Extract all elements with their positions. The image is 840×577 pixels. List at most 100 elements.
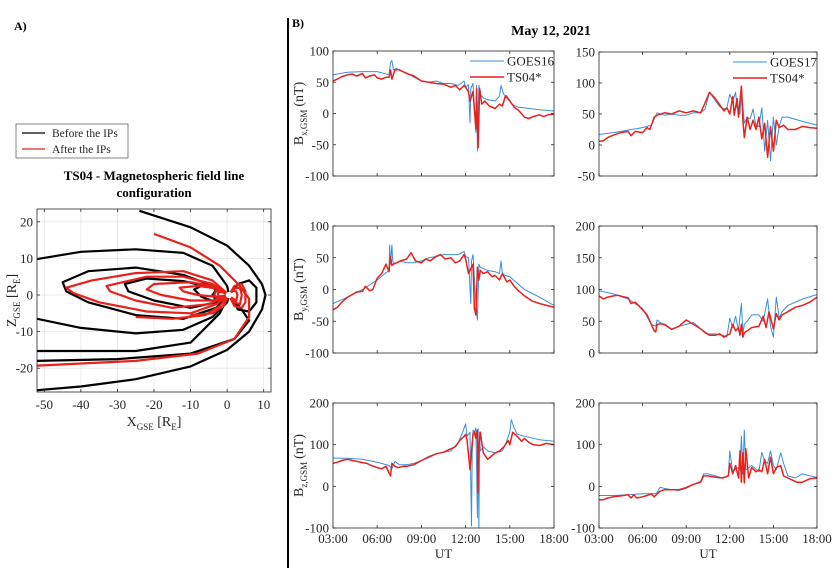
y-axis-label-part: Z [5,319,20,328]
y-tick-label: 10 [20,251,33,266]
x-tick-label: 12:00 [715,531,745,546]
y-tick-label: 50 [582,107,595,122]
series-layer [333,419,554,528]
y-tick-label: -50 [312,137,329,152]
x-axis-label-part: ] [177,415,182,430]
x-tick-label: 09:00 [407,531,437,546]
y-tick-label: 50 [582,314,595,329]
x-axis-label: XGSE [RE] [127,415,182,432]
y-axis-label: By,GSM (nT) [292,258,309,321]
y-axis-label-part: [R [5,283,20,301]
x-tick-label: 15:00 [495,531,525,546]
x-tick-label: 06:00 [362,531,392,546]
y-tick-label: 200 [576,219,596,234]
panel-b-label: B) [292,16,304,30]
x-tick-label: 03:00 [584,531,614,546]
axes-frame [598,402,818,529]
y-tick-label: 0 [323,106,330,121]
y-tick-label: -100 [305,521,329,536]
x-tick-label: 12:00 [451,531,481,546]
y-tick-label: 100 [310,44,330,59]
x-axis-label: UT [699,546,716,561]
plot-area [599,226,817,353]
x-tick-label: -50 [36,397,53,412]
y-axis-label-part: E [12,278,22,284]
series-layer [599,85,817,161]
y-tick-label: 150 [576,45,596,60]
chart-by-goes17: 200 150 100 50 0 [576,219,818,361]
field-line-after [228,286,243,306]
legend-box [15,123,129,159]
x-tick-label: -20 [145,397,162,412]
panel-a-title-line2: configuration [116,185,192,200]
y-axis-label-unit: (nT) [292,81,307,106]
y-tick-label: -100 [571,521,595,536]
series-goes-line [599,87,817,161]
series-layer [599,429,817,501]
earth-marker [225,291,233,299]
y-tick-label: -10 [16,324,33,339]
series-layer [333,244,554,321]
y-tick-label: 0 [323,479,330,494]
field-line-after [228,289,239,302]
y-axis-label: Bz,GSM (nT) [292,434,309,497]
series-ts04-line [599,448,817,501]
y-axis-label-unit: (nT) [292,434,307,459]
panel-a-label: A) [14,19,27,33]
series-ts04-line [599,294,817,338]
x-tick-label: 15:00 [759,531,789,546]
y-axis-label-unit: (nT) [292,258,307,283]
y-axis-label-sub: z,GSM [299,462,309,488]
y-tick-label: 0 [323,282,330,297]
field-line-after [190,294,230,317]
y-tick-label: 0 [589,138,596,153]
y-axis-label: Bx,GSM (nT) [292,81,309,145]
x-tick-label: -40 [72,397,89,412]
y-tick-label: 200 [310,396,330,411]
field-line-after [228,282,247,309]
x-tick-label: 03:00 [318,531,348,546]
y-tick-label: 0 [27,288,34,303]
y-tick-label: 100 [576,282,596,297]
y-tick-label: 150 [576,250,596,265]
legend-label: GOES16 [507,54,554,69]
plot-area [333,403,554,528]
x-tick-label: -30 [109,397,126,412]
field-line-before [37,248,231,296]
panel-b-title: May 12, 2021 [511,24,591,39]
legend-label: GOES17 [770,55,817,70]
field-line-after [145,281,230,302]
field-line-after [216,291,230,299]
field-line-before [37,209,267,392]
field-line-after [105,275,230,309]
x-axis-label-part: [R [154,415,172,430]
x-tick-label: 18:00 [802,531,832,546]
field-line-before [37,294,231,335]
legend-label-before: Before the IPs [52,128,118,140]
x-axis-label-part: GSE [137,422,155,432]
y-tick-label: 0 [589,479,596,494]
x-tick-label: -10 [182,397,199,412]
plot-area [599,52,817,176]
panel-a-legend: Before the IPs After the IPs [15,123,129,159]
y-tick-label: 200 [576,396,596,411]
y-tick-label: -50 [578,169,595,184]
panel-a-title-line1: TS04 - Magnetospheric field line [64,168,245,183]
y-axis-label: ZGSE [RE] [5,274,22,327]
field-line-after [135,294,230,320]
y-tick-label: 100 [576,76,596,91]
x-axis-label-part: X [127,415,137,430]
x-tick-label: 18:00 [539,531,569,546]
series-goes-line [599,290,817,338]
series-ts04-line [333,429,554,494]
y-tick-label: 0 [589,346,596,361]
x-axis-label: UT [435,546,452,561]
x-tick-label: 0 [224,397,231,412]
y-axis-label-part: ] [5,274,20,279]
y-axis-label-sub: y,GSM [299,286,309,312]
